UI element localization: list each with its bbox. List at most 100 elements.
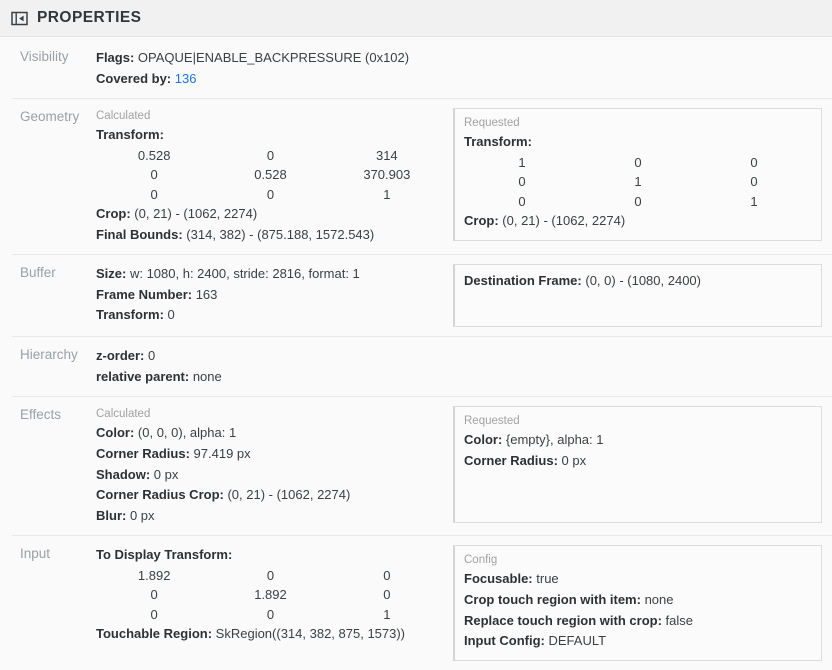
effects-color-key: Color: [96,425,135,441]
visibility-covered-by-key: Covered by: [96,70,172,86]
matrix-row: 0 0.528 370.903 [96,165,445,184]
matrix-row: 0 1 0 [464,172,812,191]
matrix-cell: 0 [150,167,158,183]
buffer-frame-number-value: 163 [195,286,218,302]
matrix-cell: 0 [383,567,391,583]
section-hierarchy: Hierarchy z-order: 0 relative parent: no… [12,336,832,396]
matrix-cell: 0 [518,193,526,209]
geometry-requested-card: Requested Transform: 1 0 0 0 1 0 [453,108,822,241]
matrix-cell: 0 [750,174,758,190]
matrix-cell: 0.528 [254,167,287,183]
buffer-frame-number-key: Frame Number: [96,286,193,302]
geometry-requested-sublabel: Requested [464,117,520,130]
effects-requested-color-row: Color: {empty}, alpha: 1 [464,430,812,451]
effects-requested-corner-radius-row: Corner Radius: 0 px [464,451,812,472]
effects-corner-radius-key: Corner Radius: [96,445,190,461]
matrix-cell: 0 [518,174,526,190]
geometry-requested-crop-value: (0, 21) - (1062, 2274) [502,213,626,228]
effects-corner-radius-row: Corner Radius: 97.419 px [96,444,445,465]
effects-shadow-key: Shadow: [96,466,151,482]
input-to-display-transform-key: To Display Transform: [96,547,233,563]
matrix-cell: 1.892 [137,567,171,583]
input-crop-touch-region-key: Crop touch region with item: [464,591,641,607]
buffer-values: Size: w: 1080, h: 2400, stride: 2816, fo… [96,264,453,326]
effects-corner-radius-crop-key: Corner Radius Crop: [96,487,224,503]
effects-blur-key: Blur: [96,507,127,523]
matrix-cell: 1 [383,186,391,202]
section-visibility: Visibility Flags: OPAQUE|ENABLE_BACKPRES… [12,37,832,98]
buffer-transform-row: Transform: 0 [96,305,445,326]
panel-collapse-icon[interactable] [11,10,28,27]
effects-color-value: (0, 0, 0), alpha: 1 [137,425,237,441]
geometry-requested-crop-key: Crop: [464,213,499,228]
matrix-cell: 1 [518,154,526,170]
buffer-transform-value: 0 [167,307,175,323]
buffer-destination-card: Destination Frame: (0, 0) - (1080, 2400) [453,264,822,328]
effects-color-row: Color: (0, 0, 0), alpha: 1 [96,423,445,444]
section-label-hierarchy: Hierarchy [20,347,78,363]
input-touchable-region-value: SkRegion((314, 382, 875, 1573)) [215,626,406,642]
effects-corner-radius-crop-value: (0, 21) - (1062, 2274) [227,487,351,503]
matrix-cell: 0 [634,193,642,209]
section-label-input: Input [20,546,51,562]
geometry-requested-crop-row: Crop: (0, 21) - (1062, 2274) [464,211,812,232]
section-effects: Effects Calculated Color: (0, 0, 0), alp… [12,396,832,535]
visibility-covered-by-row: Covered by: 136 [96,69,814,90]
input-touchable-region-row: Touchable Region: SkRegion((314, 382, 87… [96,624,445,645]
input-config-row: Input Config: DEFAULT [464,631,812,652]
effects-requested-color-key: Color: [464,432,503,448]
matrix-row: 0.528 0 314 [96,146,445,165]
matrix-cell: 0 [150,587,158,603]
buffer-size-row: Size: w: 1080, h: 2400, stride: 2816, fo… [96,264,445,285]
buffer-size-value: w: 1080, h: 2400, stride: 2816, format: … [129,266,360,282]
destination-frame-key: Destination Frame: [464,273,582,289]
hierarchy-zorder-key: z-order: [96,348,145,364]
section-label-effects: Effects [20,407,62,423]
input-config-value: DEFAULT [548,633,607,649]
destination-frame-row: Destination Frame: (0, 0) - (1080, 2400) [464,271,812,292]
input-touchable-region-key: Touchable Region: [96,626,213,642]
matrix-row: 0 1.892 0 [96,585,445,604]
matrix-row: 1 0 0 [464,153,812,172]
matrix-cell: 0 [266,147,275,163]
input-replace-touch-region-value: false [665,612,694,628]
effects-shadow-row: Shadow: 0 px [96,465,445,486]
effects-requested-corner-radius-key: Corner Radius: [464,452,558,468]
geometry-requested-transform-label: Transform: [464,134,532,150]
matrix-cell: 0 [150,606,158,622]
geometry-calculated: Calculated Transform: 0.528 0 314 0 0.52… [96,108,453,245]
section-label-geometry: Geometry [20,109,80,125]
input-crop-touch-region-value: none [644,591,674,607]
buffer-size-key: Size: [96,266,127,282]
effects-calculated-sublabel: Calculated [96,408,151,421]
visibility-flags-row: Flags: OPAQUE|ENABLE_BACKPRESSURE (0x102… [96,48,814,69]
hierarchy-values: z-order: 0 relative parent: none [96,346,822,387]
hierarchy-zorder-row: z-order: 0 [96,346,814,367]
matrix-cell: 0 [750,154,758,170]
geometry-crop-key: Crop: [96,206,131,221]
input-replace-touch-region-key: Replace touch region with crop: [464,612,662,628]
geometry-crop-value: (0, 21) - (1062, 2274) [134,206,258,221]
geometry-requested-transform-key: Transform: [464,132,812,153]
matrix-cell: 0 [266,567,275,583]
visibility-flags-key: Flags: [96,50,135,65]
section-label-visibility: Visibility [20,49,69,64]
geometry-crop-row: Crop: (0, 21) - (1062, 2274) [96,204,445,225]
geometry-final-bounds-row: Final Bounds: (314, 382) - (875.188, 157… [96,225,445,246]
input-replace-touch-region-row: Replace touch region with crop: false [464,611,812,632]
buffer-transform-key: Transform: [96,307,164,323]
hierarchy-relative-parent-row: relative parent: none [96,367,814,388]
matrix-cell: 1 [383,606,391,622]
input-config-card: Config Focusable: true Crop touch region… [453,545,822,661]
matrix-cell: 0 [634,154,642,170]
effects-requested-color-value: {empty}, alpha: 1 [505,432,604,448]
hierarchy-zorder-value: 0 [148,348,156,364]
visibility-covered-by-link[interactable]: 136 [174,70,197,86]
input-focusable-key: Focusable: [464,571,533,587]
input-focusable-value: true [536,571,559,587]
properties-header: PROPERTIES [0,0,832,37]
matrix-row: 1.892 0 0 [96,566,445,585]
input-focusable-row: Focusable: true [464,569,812,590]
matrix-cell: 0.528 [137,147,171,163]
destination-frame-value: (0, 0) - (1080, 2400) [585,273,701,289]
